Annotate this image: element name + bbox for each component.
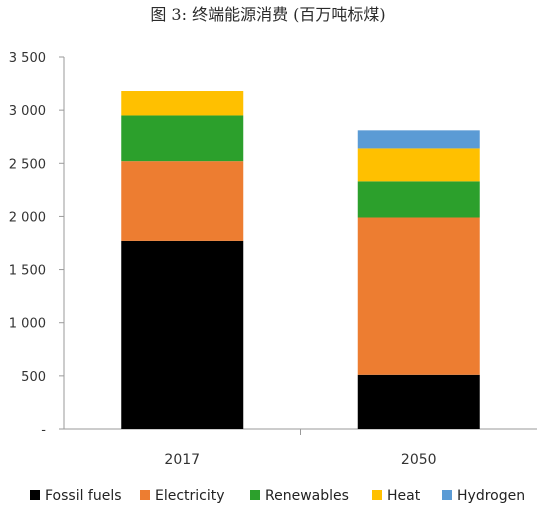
chart-title: 图 3: 终端能源消费 (百万吨标煤): [150, 5, 385, 24]
bar-electricity-2017: [121, 161, 244, 241]
bar-hydrogen-2050: [357, 130, 480, 149]
y-tick-label: 2 000: [9, 210, 46, 225]
legend-swatch: [30, 490, 40, 500]
y-tick-label: -: [41, 423, 46, 438]
bar-fossil-fuels-2017: [121, 240, 244, 429]
bar-heat-2017: [121, 91, 244, 116]
bar-renewables-2017: [121, 115, 244, 162]
x-category-label: 2017: [164, 452, 200, 468]
legend-swatch: [372, 490, 382, 500]
legend-label: Heat: [387, 488, 421, 504]
y-tick-label: 3 000: [9, 104, 46, 119]
legend-swatch: [250, 490, 260, 500]
y-tick-label: 3 500: [9, 51, 46, 66]
bar-renewables-2050: [357, 181, 480, 218]
legend-label: Electricity: [155, 488, 225, 504]
y-tick-label: 500: [21, 370, 46, 385]
legend-swatch: [140, 490, 150, 500]
legend: Fossil fuels Electricity Renewables Heat Hyd…: [30, 488, 525, 504]
y-tick-label: 1 500: [9, 264, 46, 279]
y-tick-label: 2 500: [9, 157, 46, 172]
legend-label: Renewables: [265, 488, 349, 504]
x-category-label: 2050: [401, 452, 437, 468]
legend-label: Fossil fuels: [45, 488, 122, 504]
bar-fossil-fuels-2050: [357, 374, 480, 429]
bar-electricity-2050: [357, 217, 480, 375]
y-tick-label: 1 000: [9, 317, 46, 332]
legend-swatch: [442, 490, 452, 500]
bar-heat-2050: [357, 148, 480, 182]
plot-area: - 500 1 000 1 500 2 000 2 500 3 000 3 500 2017 20…: [9, 51, 537, 468]
legend-label: Hydrogen: [457, 488, 525, 504]
